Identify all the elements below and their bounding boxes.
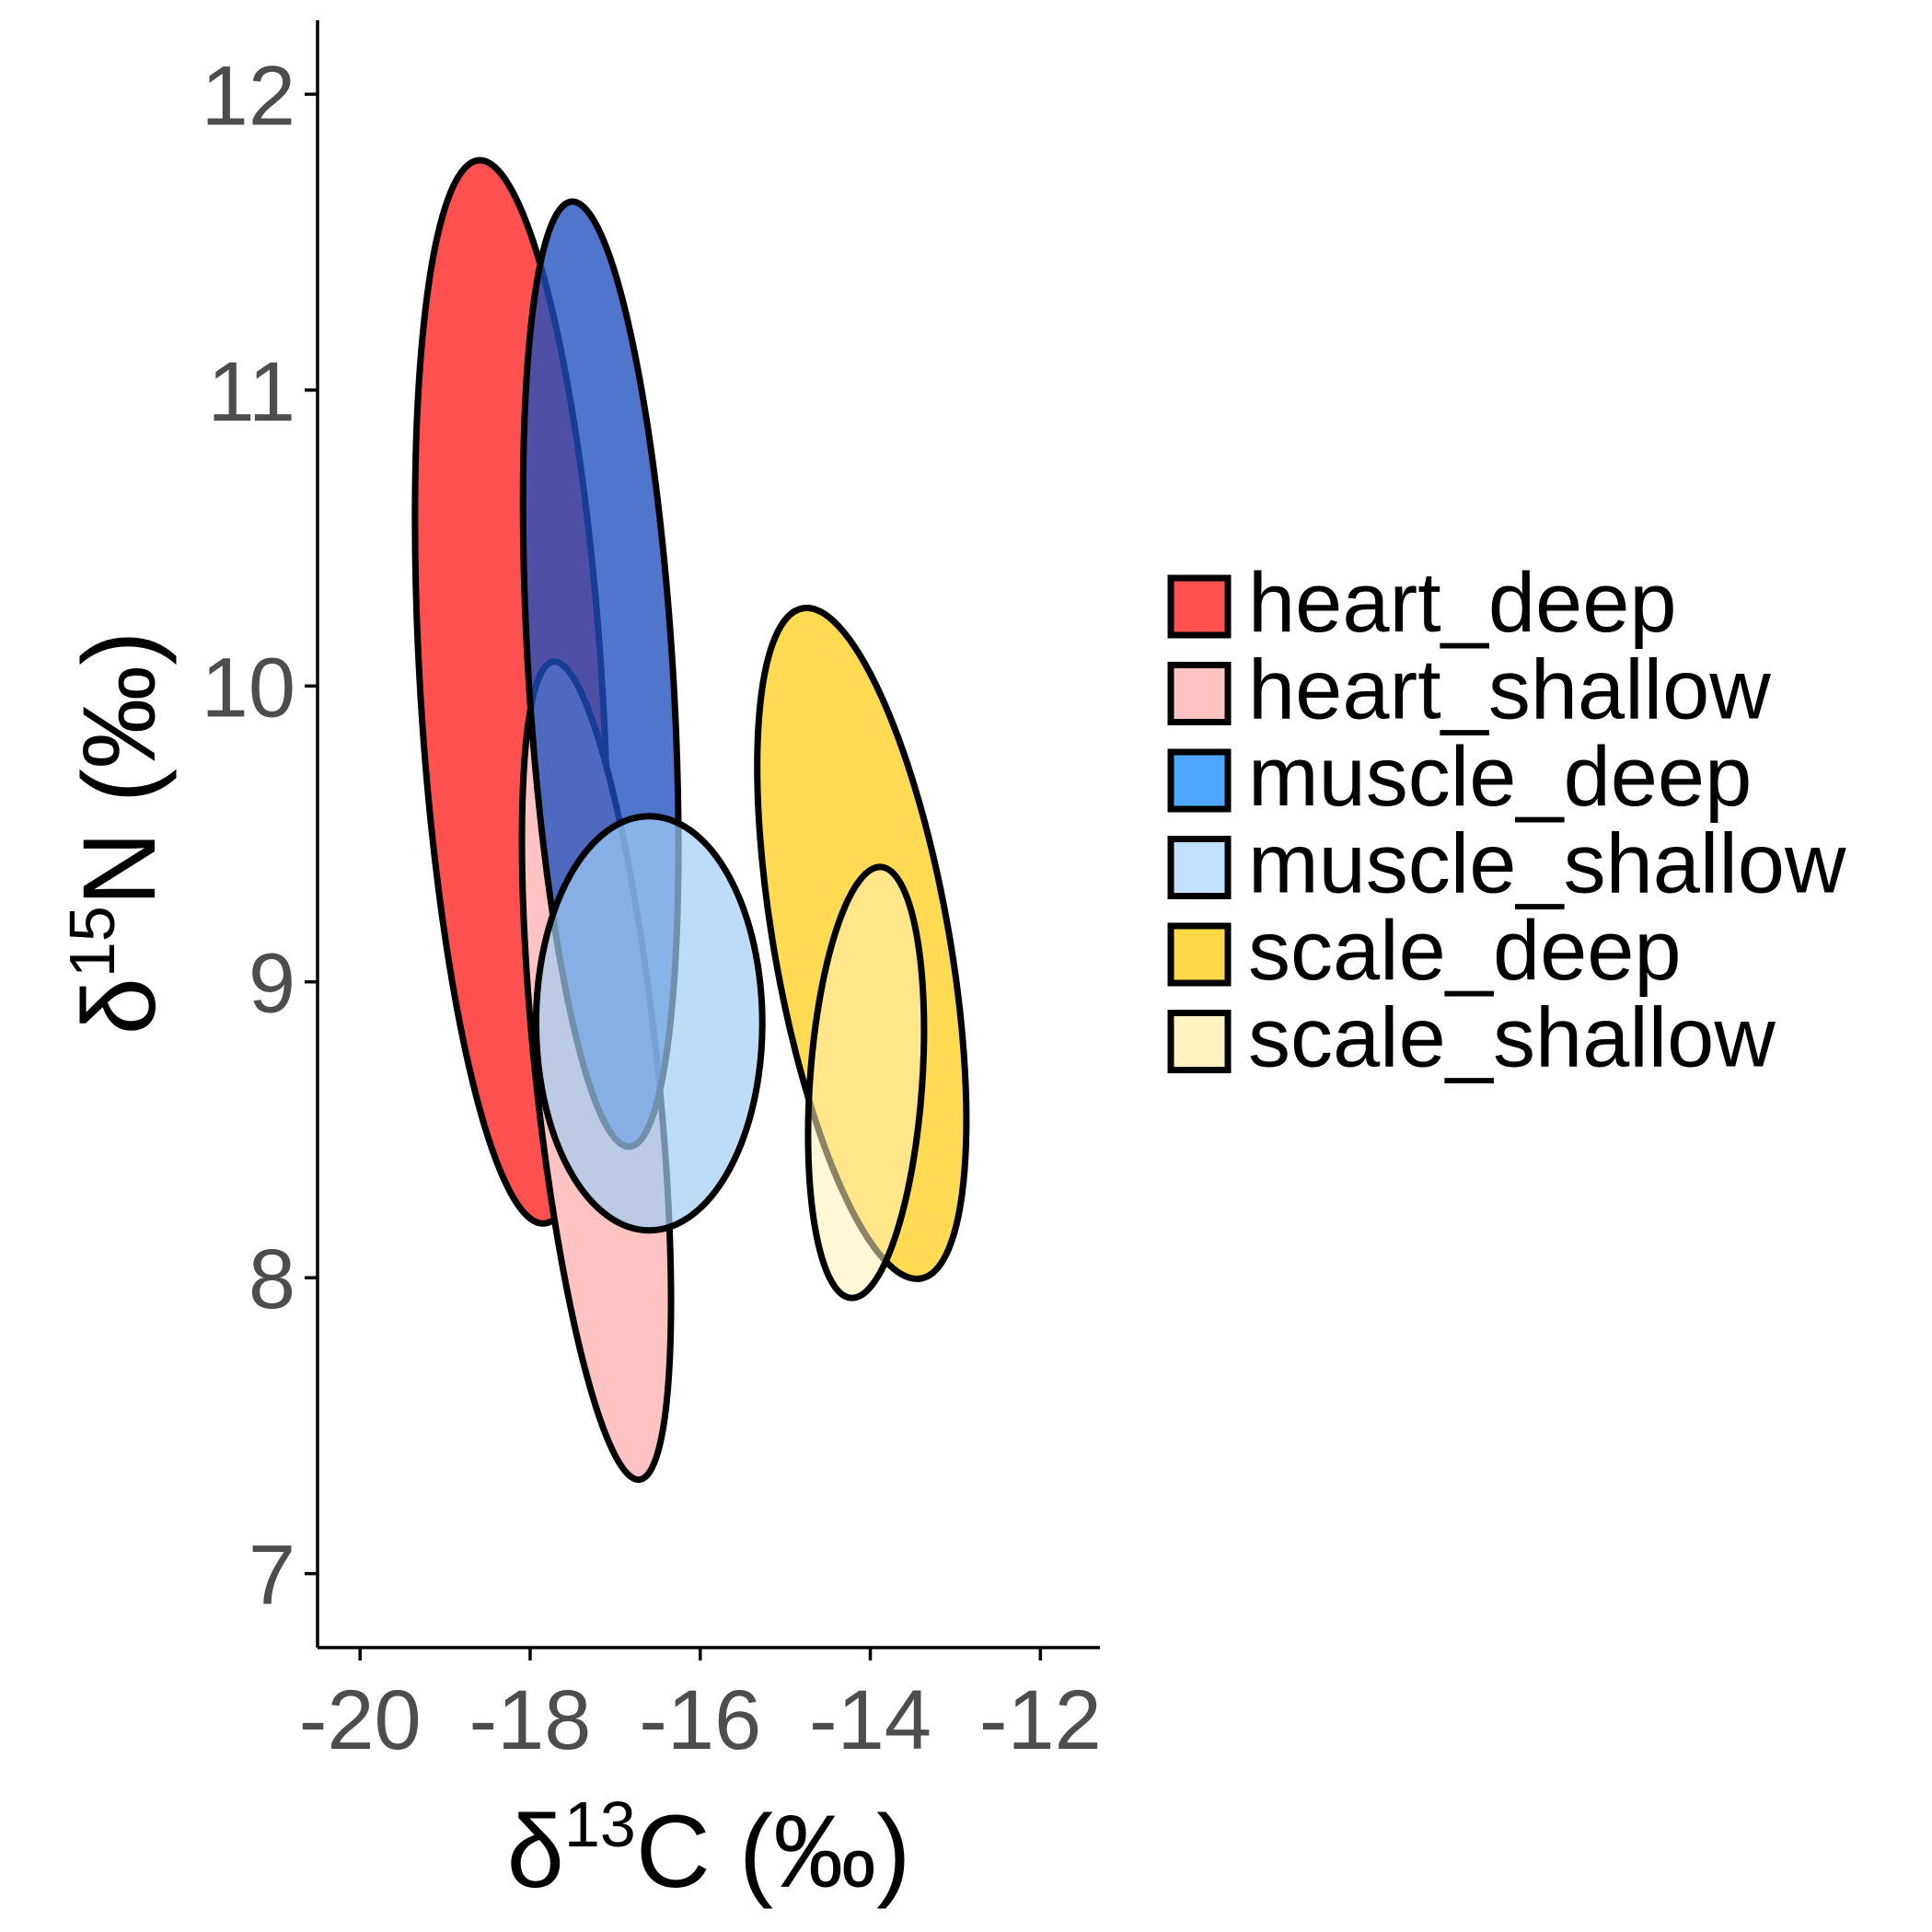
ellipse-layer [411,156,970,1484]
y-axis-ticks: 7 8 9 10 11 12 [202,49,318,1623]
legend-label-muscle-deep: muscle_deep [1248,730,1752,824]
y-tick-label: 10 [202,641,295,735]
y-tick-label: 8 [249,1232,295,1326]
ellipse-muscle-shallow [532,813,766,1234]
x-axis-title-prefix: δ [507,1794,564,1909]
y-axis-title-sup: 15 [56,906,128,978]
legend-label-scale-deep: scale_deep [1248,904,1682,998]
legend-label-muscle-shallow: muscle_shallow [1248,817,1846,911]
legend-label-heart-deep: heart_deep [1248,556,1677,650]
y-tick-label: 12 [202,49,295,143]
legend: heart_deepheart_shallowmuscle_deepmuscle… [1167,556,1846,1085]
y-axis-title-rest: N (‰) [62,631,177,907]
legend-label-heart-shallow: heart_shallow [1248,643,1771,737]
y-tick-label: 7 [249,1529,295,1623]
y-tick-label: 11 [207,345,295,439]
legend-key-muscle-deep [1167,748,1232,813]
x-tick-label: -20 [299,1673,422,1767]
x-axis-title-rest: C (‰) [636,1794,911,1909]
x-axis-ticks: -20 -18 -16 -14 -12 [299,1648,1102,1767]
legend-key-muscle-shallow [1167,836,1232,899]
legend-label-scale-shallow: scale_shallow [1248,991,1776,1085]
x-axis-title-sup: 13 [564,1788,636,1860]
legend-key-heart-deep [1167,574,1232,639]
x-tick-label: -18 [469,1673,591,1767]
x-tick-label: -16 [639,1673,761,1767]
x-tick-label: -14 [809,1673,931,1767]
ellipse-scale-shallow [804,863,928,1301]
y-tick-label: 9 [249,937,295,1031]
legend-key-heart-shallow [1167,662,1232,725]
legend-key-scale-deep [1167,922,1232,987]
y-axis-title-prefix: δ [62,978,177,1035]
legend-key-scale-shallow [1167,1010,1232,1073]
x-tick-label: -12 [979,1673,1102,1767]
x-axis-title: δ13C (‰) [507,1788,911,1909]
axes [316,20,1100,1649]
y-axis-title: δ15N (‰) [56,631,177,1035]
